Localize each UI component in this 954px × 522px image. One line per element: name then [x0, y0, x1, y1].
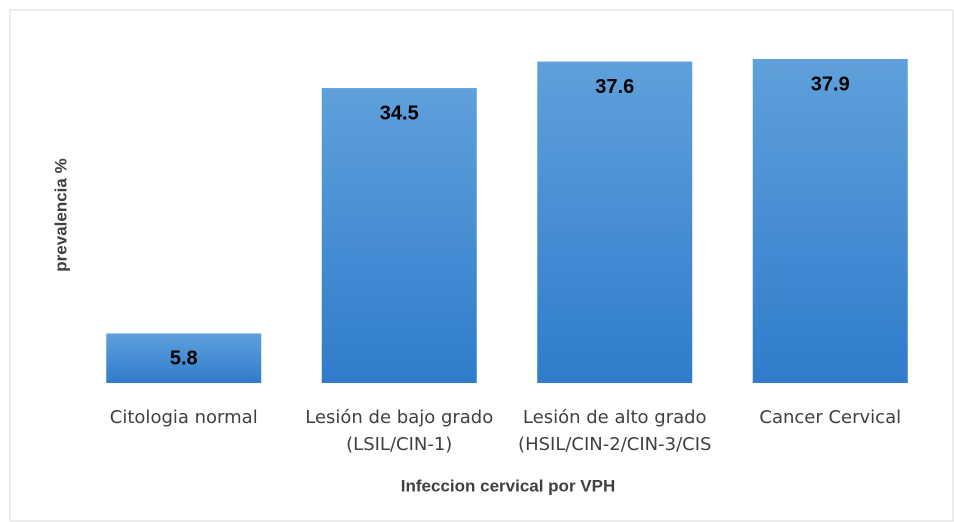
- bar: [321, 88, 477, 383]
- y-axis-title: prevalencia %: [51, 158, 70, 271]
- x-tick-label: Lesión de alto grado (HSIL/CIN-2/CIN-3/C…: [518, 407, 712, 455]
- x-tick-label: Citologia normal: [109, 407, 258, 428]
- data-label: 37.6: [595, 76, 634, 98]
- data-label: 34.5: [380, 102, 419, 124]
- x-tick-label: Lesión de bajo grado (LSIL/CIN-1): [305, 407, 494, 455]
- bar: [106, 333, 262, 383]
- x-tick-label: Cancer Cervical: [759, 407, 902, 428]
- chart-border: [9, 9, 954, 522]
- data-label: 5.8: [170, 348, 198, 370]
- bar: [752, 59, 908, 383]
- data-label: 37.9: [811, 73, 850, 95]
- bar: [537, 61, 693, 384]
- x-axis-title: Infeccion cervical por VPH: [401, 476, 615, 495]
